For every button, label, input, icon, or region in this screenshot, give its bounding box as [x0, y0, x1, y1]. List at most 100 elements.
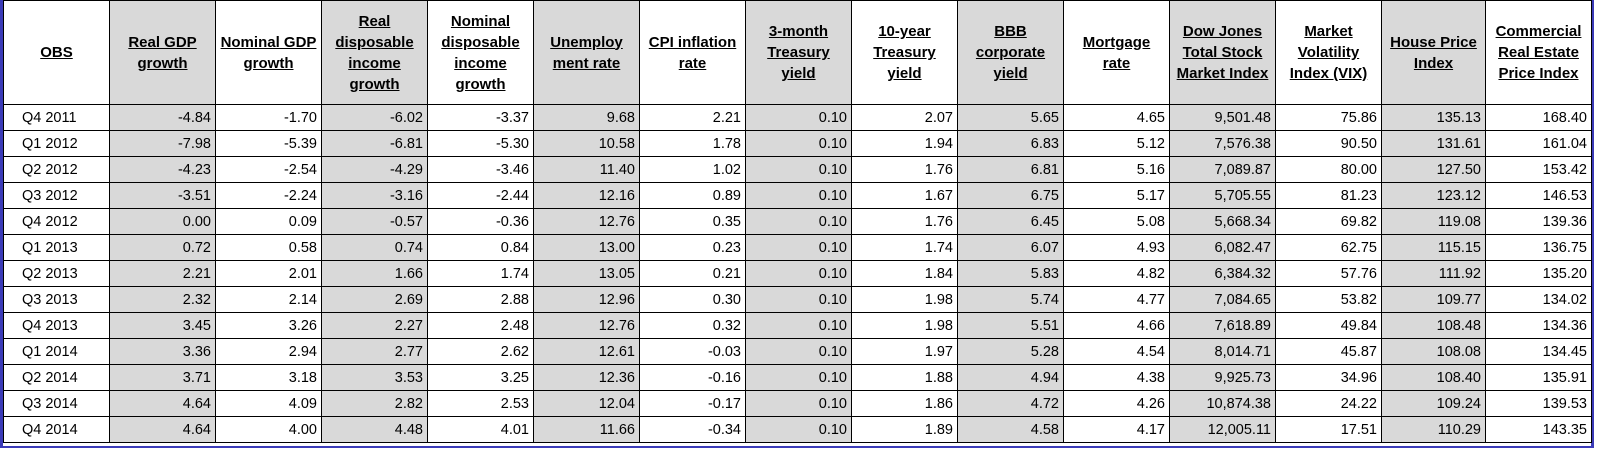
table-cell: 0.00	[109, 208, 216, 235]
table-cell: 45.87	[1275, 338, 1382, 365]
table-cell: 2.88	[427, 286, 534, 313]
col-header-3-month-treasury-yield: 3-month Treasury yield	[745, 0, 852, 105]
col-header-obs: OBS	[3, 0, 110, 105]
col-header-cpi-inflation-rate: CPI inflation rate	[639, 0, 746, 105]
table-cell: 109.77	[1381, 286, 1486, 313]
table-cell: 123.12	[1381, 182, 1486, 209]
table-cell: 1.86	[851, 390, 958, 417]
table-cell: 12.04	[533, 390, 640, 417]
table-cell: 6.81	[957, 156, 1064, 183]
table-cell: 4.77	[1063, 286, 1170, 313]
table-cell: -0.36	[427, 208, 534, 235]
table-cell: 2.48	[427, 312, 534, 339]
table-cell: 139.53	[1485, 390, 1592, 417]
table-cell: 2.69	[321, 286, 428, 313]
table-cell: 1.76	[851, 208, 958, 235]
obs-cell: Q1 2012	[3, 130, 110, 157]
table-cell: 1.66	[321, 260, 428, 287]
table-row: Q2 2013 2.21 2.01 1.66 1.74 13.05 0.21 0.10 1.84…	[3, 260, 1592, 287]
table-cell: 2.27	[321, 312, 428, 339]
obs-cell: Q3 2013	[3, 286, 110, 313]
table-cell: 0.72	[109, 234, 216, 261]
table-cell: 5.16	[1063, 156, 1170, 183]
table-cell: 119.08	[1381, 208, 1486, 235]
table-cell: 143.35	[1485, 416, 1592, 443]
obs-cell: Q2 2013	[3, 260, 110, 287]
table-cell: 0.10	[745, 182, 852, 209]
obs-cell: Q4 2013	[3, 312, 110, 339]
table-cell: -0.57	[321, 208, 428, 235]
table-cell: 4.09	[215, 390, 322, 417]
table-cell: 0.10	[745, 312, 852, 339]
table-cell: -7.98	[109, 130, 216, 157]
table-cell: 135.13	[1381, 104, 1486, 131]
table-cell: 2.77	[321, 338, 428, 365]
table-cell: 4.82	[1063, 260, 1170, 287]
obs-cell: Q1 2013	[3, 234, 110, 261]
table-cell: 0.10	[745, 390, 852, 417]
table-cell: 12.76	[533, 208, 640, 235]
table-cell: 4.93	[1063, 234, 1170, 261]
table-cell: 139.36	[1485, 208, 1592, 235]
obs-cell: Q3 2014	[3, 390, 110, 417]
table-cell: 4.00	[215, 416, 322, 443]
col-header-unemployment-rate: Unemploy ment rate	[533, 0, 640, 105]
table-cell: 6.45	[957, 208, 1064, 235]
table-cell: 13.00	[533, 234, 640, 261]
table-cell: 11.66	[533, 416, 640, 443]
table-cell: 53.82	[1275, 286, 1382, 313]
table-row: Q1 2013 0.72 0.58 0.74 0.84 13.00 0.23 0.10 1.74…	[3, 234, 1592, 261]
table-cell: 3.45	[109, 312, 216, 339]
table-cell: 1.98	[851, 286, 958, 313]
table-row: Q2 2014 3.71 3.18 3.53 3.25 12.36 -0.16 0.10 1.8…	[3, 364, 1592, 391]
col-header-10-year-treasury-yield: 10-year Treasury yield	[851, 0, 958, 105]
obs-cell: Q2 2014	[3, 364, 110, 391]
table-cell: 6,082.47	[1169, 234, 1276, 261]
table-cell: 134.36	[1485, 312, 1592, 339]
table-cell: 1.76	[851, 156, 958, 183]
table-cell: -6.02	[321, 104, 428, 131]
table-cell: -0.16	[639, 364, 746, 391]
table-row: Q4 2011 -4.84 -1.70 -6.02 -3.37 9.68 2.21 0.10 2…	[3, 104, 1592, 131]
table-cell: 136.75	[1485, 234, 1592, 261]
table-cell: 10.58	[533, 130, 640, 157]
table-cell: 109.24	[1381, 390, 1486, 417]
table-cell: 9,501.48	[1169, 104, 1276, 131]
table-cell: 2.82	[321, 390, 428, 417]
table-cell: 80.00	[1275, 156, 1382, 183]
table-cell: 0.10	[745, 104, 852, 131]
obs-cell: Q3 2012	[3, 182, 110, 209]
table-cell: 0.10	[745, 234, 852, 261]
table-cell: 12.16	[533, 182, 640, 209]
table-cell: -0.17	[639, 390, 746, 417]
table-cell: 1.98	[851, 312, 958, 339]
table-cell: 4.64	[109, 416, 216, 443]
table-cell: 1.67	[851, 182, 958, 209]
col-header-commercial-real-estate-index: Commercial Real Estate Price Index	[1485, 0, 1592, 105]
table-cell: 1.89	[851, 416, 958, 443]
table-row: Q3 2012 -3.51 -2.24 -3.16 -2.44 12.16 0.89 0.10…	[3, 182, 1592, 209]
table-cell: 1.84	[851, 260, 958, 287]
table-cell: 69.82	[1275, 208, 1382, 235]
table-cell: 134.45	[1485, 338, 1592, 365]
table-cell: 2.62	[427, 338, 534, 365]
table-row: Q2 2012 -4.23 -2.54 -4.29 -3.46 11.40 1.02 0.10…	[3, 156, 1592, 183]
table-cell: -5.30	[427, 130, 534, 157]
table-cell: 115.15	[1381, 234, 1486, 261]
table-cell: 4.94	[957, 364, 1064, 391]
table-cell: 5.74	[957, 286, 1064, 313]
table-cell: 75.86	[1275, 104, 1382, 131]
table-cell: 5,668.34	[1169, 208, 1276, 235]
table-cell: -3.37	[427, 104, 534, 131]
table-cell: 7,618.89	[1169, 312, 1276, 339]
table-cell: 4.54	[1063, 338, 1170, 365]
table-cell: 8,014.71	[1169, 338, 1276, 365]
obs-cell: Q4 2012	[3, 208, 110, 235]
table-cell: 1.88	[851, 364, 958, 391]
table-cell: 12.61	[533, 338, 640, 365]
table-cell: 4.58	[957, 416, 1064, 443]
table-cell: 1.97	[851, 338, 958, 365]
table-cell: -4.84	[109, 104, 216, 131]
table-cell: -4.23	[109, 156, 216, 183]
table-row: Q3 2014 4.64 4.09 2.82 2.53 12.04 -0.17 0.10 1.8…	[3, 390, 1592, 417]
